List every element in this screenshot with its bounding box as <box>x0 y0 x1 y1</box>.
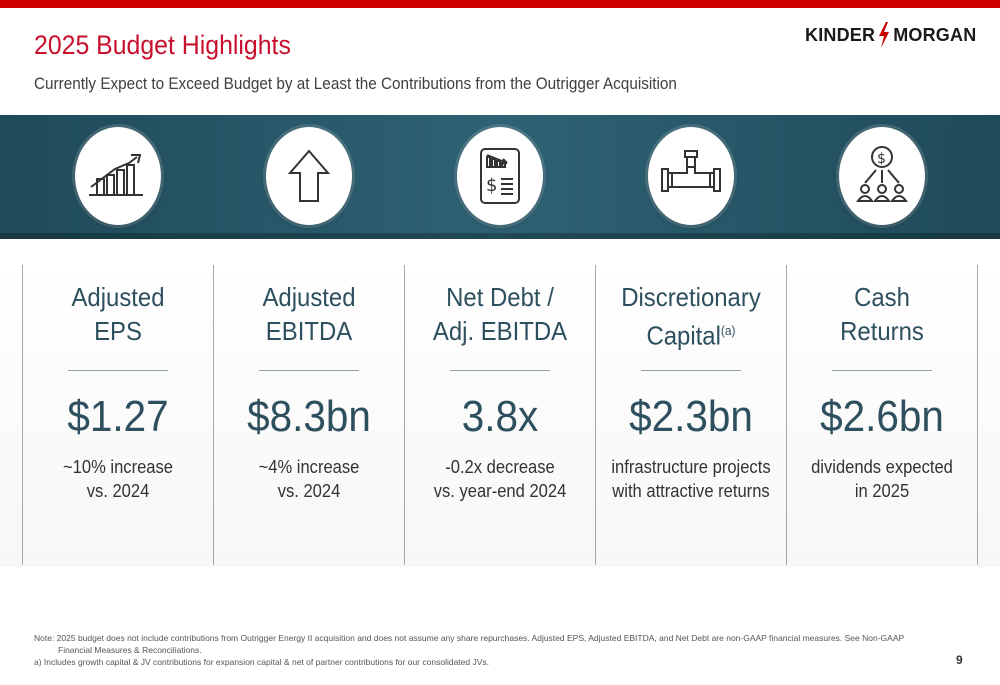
top-accent-bar <box>0 0 1000 8</box>
metric-net-debt-ratio: Net Debt / Adj. EBITDA 3.8x -0.2x decrea… <box>405 280 595 503</box>
metrics-panel <box>0 262 1000 567</box>
metric-adjusted-ebitda: Adjusted EBITDA $8.3bn ~4% increase vs. … <box>214 280 404 503</box>
metric-rule <box>450 370 550 371</box>
metric-desc-line1: -0.2x decrease <box>445 457 555 477</box>
metric-heading-line2: EBITDA <box>265 316 353 346</box>
footnote-marker: (a) <box>720 323 736 338</box>
metric-adjusted-eps: Adjusted EPS $1.27 ~10% increase vs. 202… <box>23 280 213 503</box>
page-title: 2025 Budget Highlights <box>34 30 291 60</box>
metric-heading-line2: Capital(a) <box>604 314 779 353</box>
logo-text-left: KINDER <box>805 24 876 45</box>
dividend-people-icon: $ <box>839 127 925 225</box>
metric-desc-line1: dividends expected <box>811 457 953 477</box>
financial-report-icon: $ <box>457 127 543 225</box>
metric-heading: Adjusted EBITDA <box>222 280 397 350</box>
footnotes: Note: 2025 budget does not include contr… <box>34 632 934 668</box>
column-divider <box>404 265 405 565</box>
metric-heading-line1: Discretionary <box>621 282 761 312</box>
metric-value: $8.3bn <box>247 392 371 441</box>
metric-value: 3.8x <box>461 392 539 441</box>
column-divider <box>595 265 596 565</box>
column-divider <box>977 265 978 565</box>
metric-heading-line2: Returns <box>840 316 924 346</box>
footnote-note-continued: Financial Measures & Reconciliations. <box>58 645 202 655</box>
page-number: 9 <box>956 653 963 667</box>
metric-desc-line2: in 2025 <box>854 481 910 501</box>
metric-heading-line2: Adj. EBITDA <box>432 316 568 346</box>
up-arrow-icon <box>266 127 352 225</box>
logo-text-right: MORGAN <box>893 24 977 45</box>
metric-value: $1.27 <box>67 392 169 441</box>
metric-description: dividends expected in 2025 <box>795 455 970 503</box>
metric-desc-line2: vs. 2024 <box>86 481 150 501</box>
page-subtitle: Currently Expect to Exceed Budget by at … <box>34 74 677 93</box>
metric-desc-line1: ~4% increase <box>258 457 360 477</box>
metric-desc-line1: infrastructure projects <box>611 457 771 477</box>
metric-rule <box>641 370 741 371</box>
metric-rule <box>832 370 932 371</box>
svg-text:$: $ <box>486 175 497 196</box>
metric-heading-line1: Adjusted <box>71 282 165 312</box>
metric-rule <box>259 370 359 371</box>
metric-heading: Cash Returns <box>795 280 970 350</box>
metric-desc-line2: vs. 2024 <box>277 481 341 501</box>
metric-rule <box>68 370 168 371</box>
column-divider <box>786 265 787 565</box>
metric-heading: Adjusted EPS <box>31 280 206 350</box>
lightning-bolt-icon <box>879 22 890 48</box>
growth-chart-icon <box>75 127 161 225</box>
metric-heading-line1: Adjusted <box>262 282 356 312</box>
metric-heading-line1: Net Debt / <box>446 282 554 312</box>
column-divider <box>22 265 23 565</box>
metric-discretionary-capital: Discretionary Capital(a) $2.3bn infrastr… <box>596 280 786 503</box>
metric-heading-line2: EPS <box>94 316 142 346</box>
metric-heading: Net Debt / Adj. EBITDA <box>413 280 588 350</box>
metric-value: $2.3bn <box>629 392 753 441</box>
footnote-a: a) Includes growth capital & JV contribu… <box>34 657 489 667</box>
metric-desc-line2: with attractive returns <box>612 481 770 501</box>
metric-heading-line1: Cash <box>854 282 910 312</box>
pipe-icon <box>648 127 734 225</box>
metric-description: ~10% increase vs. 2024 <box>31 455 206 503</box>
metric-heading: Discretionary Capital(a) <box>604 280 779 353</box>
metric-description: ~4% increase vs. 2024 <box>222 455 397 503</box>
metric-cash-returns: Cash Returns $2.6bn dividends expected i… <box>787 280 977 503</box>
metric-description: -0.2x decrease vs. year-end 2024 <box>413 455 588 503</box>
metric-value: $2.6bn <box>820 392 944 441</box>
metric-desc-line2: vs. year-end 2024 <box>433 481 567 501</box>
metric-description: infrastructure projects with attractive … <box>604 455 779 503</box>
metric-heading-text: Capital <box>646 320 721 351</box>
svg-text:$: $ <box>877 151 886 167</box>
metric-desc-line1: ~10% increase <box>62 457 173 477</box>
footnote-note: Note: 2025 budget does not include contr… <box>34 633 905 643</box>
column-divider <box>213 265 214 565</box>
kinder-morgan-logo: KINDER MORGAN <box>805 22 976 48</box>
icon-band: $ $ <box>0 115 1000 239</box>
